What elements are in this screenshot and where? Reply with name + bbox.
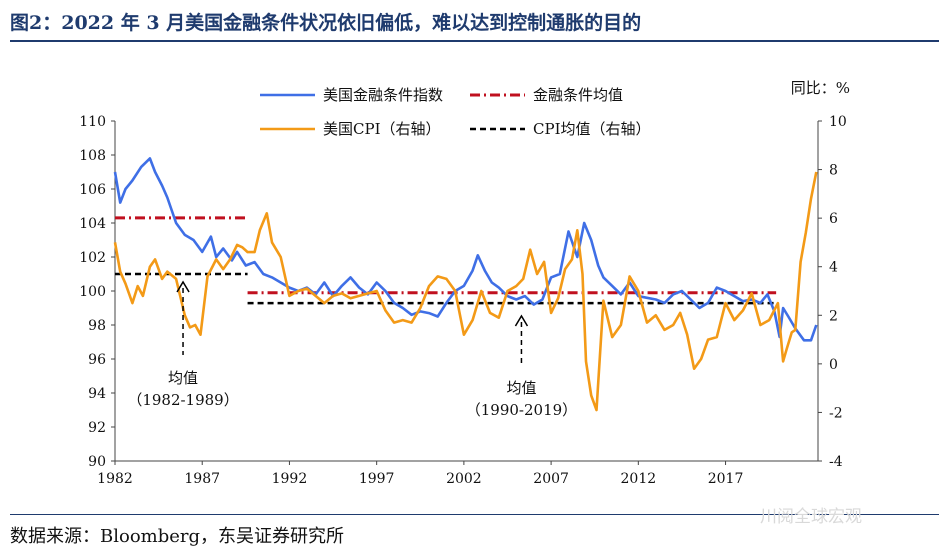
title-rule <box>10 40 939 42</box>
x-tick-label: 1992 <box>272 471 308 487</box>
annotation-label: 均值 <box>506 379 536 397</box>
source-rule <box>10 514 939 515</box>
annotation-label: 均值 <box>168 369 198 387</box>
right-tick-label: -2 <box>829 405 843 421</box>
left-tick-label: 96 <box>88 352 106 368</box>
right-tick-label: 0 <box>829 357 838 373</box>
source-note: 数据来源：Bloomberg，东吴证券研究所 <box>10 526 345 547</box>
x-tick-label: 2002 <box>446 471 482 487</box>
x-tick-label: 2012 <box>621 471 657 487</box>
chart-title: 图2：2022 年 3 月美国金融条件状况依旧偏低，难以达到控制通胀的目的 <box>10 12 642 34</box>
left-tick-label: 110 <box>79 114 106 130</box>
x-tick-label: 1997 <box>359 471 395 487</box>
x-tick-label: 2017 <box>708 471 744 487</box>
left-tick-label: 102 <box>79 250 106 266</box>
annotation-arrowhead <box>176 280 190 293</box>
legend-cpi-mean-label: CPI均值（右轴） <box>533 120 651 138</box>
watermark: 川阅全球宏观 <box>760 507 862 527</box>
x-tick-label: 2007 <box>533 471 569 487</box>
x-tick-label: 1987 <box>184 471 220 487</box>
x-tick-label: 1982 <box>97 471 133 487</box>
right-tick-label: 10 <box>829 114 847 130</box>
left-tick-label: 108 <box>79 148 106 164</box>
left-tick-label: 98 <box>88 318 106 334</box>
fci-series-line <box>113 157 818 342</box>
left-tick-label: 94 <box>88 386 106 402</box>
legend-cpi-label: 美国CPI（右轴） <box>323 120 441 138</box>
legend-fci-mean-label: 金融条件均值 <box>533 86 623 104</box>
right-tick-label: -4 <box>829 454 843 470</box>
annotation-period: （1982-1989） <box>127 391 238 409</box>
right-tick-label: 4 <box>829 260 838 276</box>
left-tick-label: 100 <box>79 284 106 300</box>
right-tick-label: 2 <box>829 308 838 324</box>
right-tick-label: 8 <box>829 163 838 179</box>
left-tick-label: 92 <box>88 420 106 436</box>
annotation-arrowhead <box>514 314 529 327</box>
annotation-period: （1990-2019） <box>466 401 577 419</box>
legend-fci-label: 美国金融条件指数 <box>323 86 443 104</box>
right-unit-label: 同比：% <box>791 79 850 97</box>
left-tick-label: 104 <box>79 216 106 232</box>
left-tick-label: 106 <box>79 182 106 198</box>
left-tick-label: 90 <box>88 454 106 470</box>
right-tick-label: 6 <box>829 211 838 227</box>
cpi-series-line <box>113 171 818 412</box>
